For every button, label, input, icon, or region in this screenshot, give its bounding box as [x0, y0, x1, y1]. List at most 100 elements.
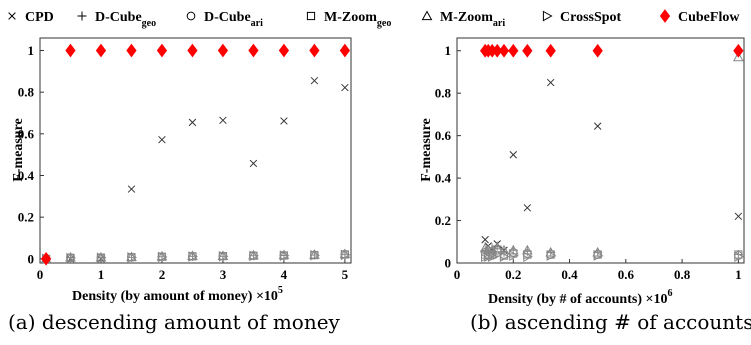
x-tick-label: 1 [98, 267, 105, 282]
chart-b-ticks: 0 0.2 0.4 0.6 0.8 1 0 0.2 0.4 0.6 0.8 1 [435, 43, 742, 282]
chart-a-ylabel: F-measure [11, 118, 26, 182]
data-point-triangle-right [157, 251, 168, 263]
data-point-triangle-right [509, 250, 519, 261]
y-tick-label: 0 [28, 251, 35, 266]
y-tick-label: 0.2 [435, 213, 451, 228]
data-point-diamond [498, 43, 510, 58]
data-point-triangle-right [546, 250, 557, 261]
legend-marker-6 [659, 9, 671, 23]
y-tick-label: 0.6 [18, 126, 35, 141]
series-diamond [480, 43, 744, 58]
chart-b-xlabel-text: Density (by # of accounts) ×10 [488, 292, 667, 307]
data-point-x [523, 204, 532, 212]
chart-a-xlabel-text: Density (by amount of money) ×10 [72, 289, 278, 304]
x-tick-label: 0.2 [505, 267, 521, 282]
data-point-triangle-right [310, 249, 320, 261]
data-point-diamond [545, 43, 556, 58]
y-tick-label: 0.2 [18, 210, 34, 225]
legend-label-3: M-Zoomgeo [324, 10, 391, 29]
legend-marker-5 [542, 10, 553, 22]
chart-a-xlabel: Density (by amount of money) ×105 [72, 285, 283, 304]
chart-a-axes-box [39, 37, 352, 264]
data-point-x [734, 212, 743, 221]
y-tick-label: 0.4 [18, 168, 35, 183]
legend-marker-2 [186, 11, 196, 21]
data-point-x [546, 78, 555, 87]
data-point-diamond [187, 43, 198, 58]
data-point-triangle [507, 244, 519, 255]
data-point-x [249, 159, 258, 168]
x-tick-label: 1 [735, 267, 742, 282]
legend-label-6: CubeFlow [678, 10, 740, 25]
x-tick-label: 3 [220, 267, 227, 282]
data-point-x [481, 235, 489, 244]
data-point-triangle-right [499, 251, 510, 262]
data-point-diamond [95, 43, 107, 58]
data-point-diamond [126, 43, 137, 58]
chart-b-ylabel: F-measure [419, 118, 434, 182]
data-point-diamond [492, 43, 503, 58]
data-point-x [341, 83, 349, 92]
chart-b-caption: (b) ascending # of accounts [470, 310, 751, 334]
series-diamond [40, 43, 351, 266]
series-circle [480, 245, 743, 260]
data-point-triangle-right [340, 249, 351, 261]
data-point-diamond [217, 43, 229, 58]
x-tick-label: 0 [454, 267, 461, 282]
x-tick-label: 4 [281, 267, 288, 282]
data-point-diamond [508, 43, 519, 58]
legend-marker-1 [77, 11, 87, 21]
data-point-diamond [733, 43, 744, 58]
data-point-triangle-right [488, 251, 498, 262]
data-point-diamond [592, 43, 603, 58]
legend-label-2: D-Cubeari [204, 10, 263, 29]
data-point-triangle-right [249, 250, 259, 262]
series-triangle-right [481, 249, 744, 262]
data-point-x [188, 118, 197, 127]
data-point-triangle-right [593, 250, 604, 261]
x-tick-label: 0.4 [561, 267, 578, 282]
legend-label-sub-1: geo [142, 18, 156, 29]
data-point-x [219, 116, 227, 125]
data-point-diamond [40, 251, 52, 266]
legend-marker-0 [8, 12, 16, 20]
legend-label-1: D-Cubegeo [95, 10, 156, 29]
legend-label-sub-2: ari [251, 18, 263, 29]
legend-marker-4 [421, 10, 433, 21]
data-point-x [593, 122, 602, 130]
chart-b-marks [479, 43, 744, 262]
data-point-diamond [65, 43, 76, 58]
data-point-triangle-right [481, 251, 491, 262]
data-point-diamond [309, 43, 320, 58]
x-tick-label: 2 [159, 267, 166, 282]
x-tick-label: 0.8 [674, 267, 691, 282]
series-triangle [479, 51, 744, 257]
data-point-triangle-right [523, 251, 533, 262]
legend-label-sub-3: geo [377, 18, 391, 29]
data-point-x [127, 185, 136, 193]
data-point-diamond [278, 43, 290, 58]
data-point-x [310, 76, 319, 85]
chart-a-caption: (a) descending amount of money [8, 310, 341, 334]
data-point-triangle-right [734, 251, 744, 262]
y-tick-label: 0.4 [435, 171, 452, 186]
legend: CPD D-Cubegeo D-Cubeari M-Zoomgeo M-Zoomari C… [8, 9, 740, 29]
series-x [42, 76, 349, 263]
data-point-x [158, 135, 166, 144]
series-x [481, 78, 743, 254]
data-point-triangle-right [188, 251, 198, 262]
chart-b-xlabel-exponent: 6 [667, 288, 672, 299]
chart-a: 0 1 2 3 4 5 0 0.2 0.4 0.6 0.8 1 F-measure Density (… [8, 37, 352, 334]
data-point-diamond [522, 43, 533, 58]
chart-b-xlabel: Density (by # of accounts) ×106 [488, 288, 672, 307]
y-tick-label: 0.8 [435, 86, 452, 101]
y-tick-label: 0 [445, 256, 452, 271]
legend-label-0: CPD [25, 10, 54, 25]
data-point-triangle-right [66, 252, 77, 264]
y-tick-label: 1 [445, 43, 452, 58]
legend-label-4: M-Zoomari [440, 10, 505, 29]
x-tick-label: 0 [37, 267, 44, 282]
chart-a-xlabel-exponent: 5 [278, 285, 283, 296]
